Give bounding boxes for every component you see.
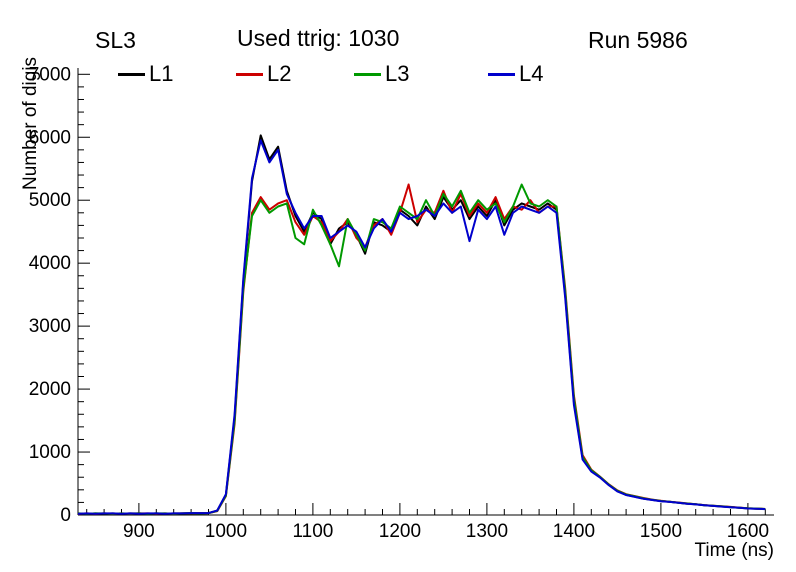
- legend-label-l4: L4: [519, 61, 544, 86]
- legend-entry-l3: L3: [354, 61, 410, 86]
- svg-text:1500: 1500: [640, 521, 682, 542]
- svg-text:0: 0: [60, 505, 71, 526]
- legend-entry-l4: L4: [488, 61, 544, 86]
- y-axis-title: Number of digis: [20, 56, 41, 190]
- legend-entry-l1: L1: [118, 61, 174, 86]
- plot-title: Used ttrig: 1030: [237, 25, 400, 51]
- svg-text:6000: 6000: [29, 127, 71, 148]
- svg-text:3000: 3000: [29, 316, 71, 337]
- svg-text:1600: 1600: [727, 521, 769, 542]
- legend-label-l3: L3: [385, 61, 410, 86]
- svg-text:1000: 1000: [29, 442, 71, 463]
- run-label: Run 5986: [588, 27, 688, 53]
- svg-text:1100: 1100: [292, 521, 333, 542]
- legend-line-sample-l1: [118, 72, 145, 76]
- svg-text:7000: 7000: [29, 64, 71, 85]
- svg-text:1000: 1000: [205, 521, 247, 542]
- svg-text:1400: 1400: [553, 521, 595, 542]
- legend-label-l2: L2: [267, 61, 292, 86]
- legend-line-sample-l3: [354, 72, 381, 76]
- svg-text:1200: 1200: [379, 521, 421, 542]
- svg-text:2000: 2000: [29, 379, 71, 400]
- legend-entry-l2: L2: [236, 61, 292, 86]
- svg-text:4000: 4000: [29, 253, 71, 274]
- legend-label-l1: L1: [149, 61, 174, 86]
- legend-line-sample-l2: [236, 72, 263, 76]
- svg-text:5000: 5000: [29, 190, 71, 211]
- x-axis-title: Time (ns): [694, 540, 774, 561]
- pad-title-left: SL3: [95, 27, 136, 53]
- svg-text:900: 900: [123, 521, 155, 542]
- legend-line-sample-l4: [488, 72, 515, 76]
- svg-text:1300: 1300: [466, 521, 508, 542]
